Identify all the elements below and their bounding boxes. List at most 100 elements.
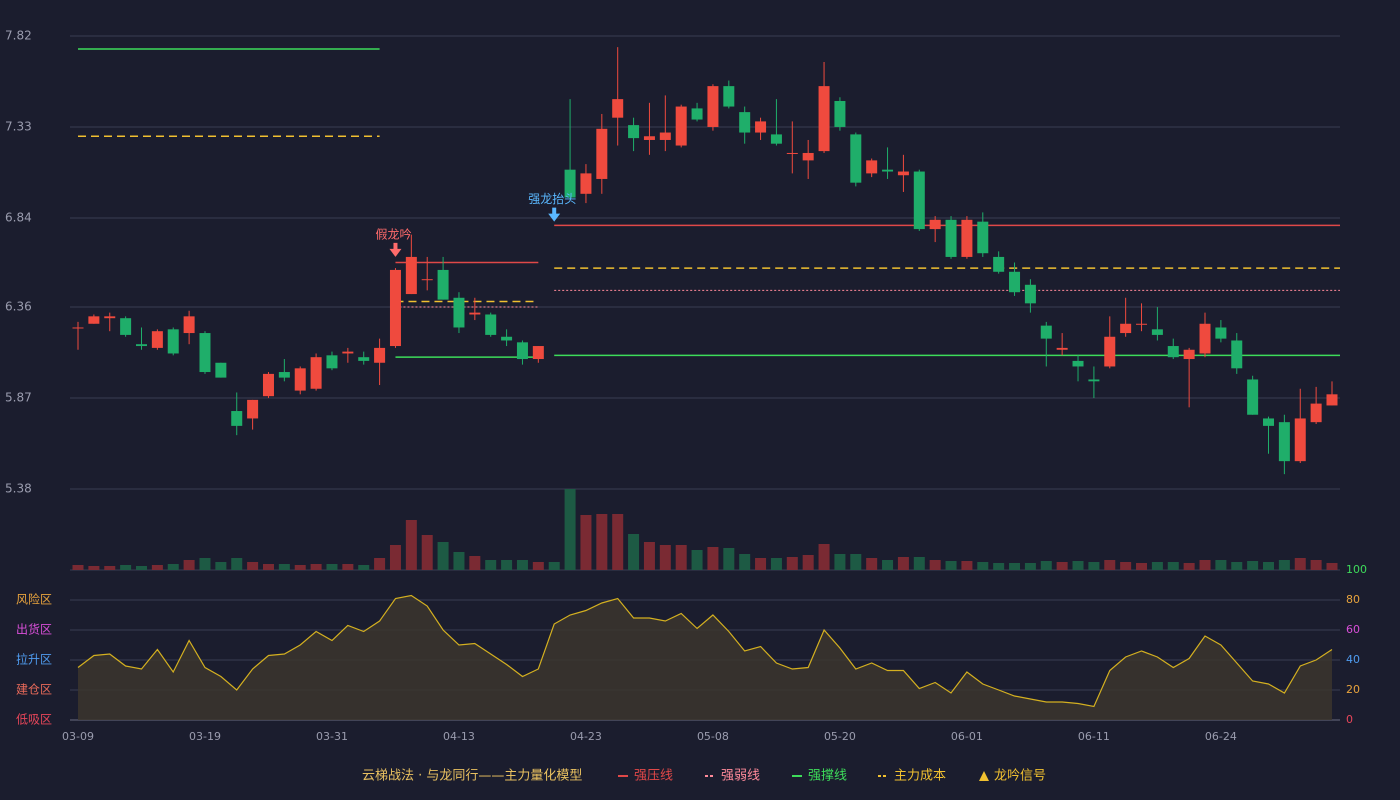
signal-label: 假龙吟 (375, 226, 411, 241)
volume-bar (548, 562, 560, 570)
y-tick-label: 6.84 (5, 210, 32, 224)
candle-body (1056, 347, 1068, 350)
legend-label: 主力成本 (894, 769, 946, 784)
candle-body (882, 169, 894, 172)
candle-body (707, 86, 719, 127)
volume-bar (1136, 563, 1148, 570)
candle-body (532, 346, 544, 360)
volume-bar (374, 558, 386, 570)
candle-body (755, 121, 767, 133)
candle-body (1167, 346, 1179, 358)
candle-body (294, 368, 306, 391)
candle-body (1199, 323, 1211, 354)
volume-bar (278, 564, 290, 570)
zone-label: 拉升区 (16, 652, 52, 667)
x-tick-label: 05-08 (697, 730, 729, 743)
x-tick-label: 06-11 (1078, 730, 1110, 743)
volume-bar (1326, 563, 1338, 570)
volume-bar (1231, 562, 1243, 570)
volume-bar (1024, 563, 1036, 570)
candle-body (326, 355, 338, 369)
volume-bar (628, 534, 640, 570)
volume-bar (866, 558, 878, 570)
candle-body (675, 106, 687, 146)
candle-body (723, 86, 735, 107)
candle-body (88, 316, 100, 324)
volume-bar (199, 558, 211, 570)
volume-bar (580, 515, 592, 570)
volume-bar (1088, 562, 1100, 570)
volume-bar (1215, 560, 1227, 570)
candle-body (389, 269, 401, 347)
candle-body (1263, 418, 1275, 426)
candle-body (961, 219, 973, 257)
osc-tick-label: 100 (1346, 563, 1367, 576)
candle-body (231, 411, 243, 426)
osc-tick-label: 80 (1346, 593, 1360, 606)
volume-bar (1056, 562, 1068, 570)
candle-body (437, 269, 449, 300)
volume-bar (961, 561, 973, 570)
volume-bar (1263, 562, 1275, 570)
candle-body (1310, 403, 1322, 423)
volume-bar (786, 557, 798, 570)
osc-tick-label: 0 (1346, 713, 1353, 726)
candle-body (897, 171, 909, 176)
candle-body (310, 357, 322, 389)
signal-label: 强龙抬头 (528, 192, 576, 206)
oscillator-area (78, 595, 1332, 720)
candle-body (1040, 325, 1052, 339)
candle-body (151, 331, 163, 348)
candle-body (516, 342, 528, 360)
volume-bar (1040, 561, 1052, 570)
candle-body (1024, 284, 1036, 304)
volume-bar (421, 535, 433, 570)
y-tick-label: 7.33 (5, 119, 32, 133)
volume-bar (231, 558, 243, 570)
candle-body (1326, 394, 1338, 406)
volume-bar (1167, 562, 1179, 570)
candle-body (358, 357, 370, 361)
oscillator-line (77, 594, 1333, 708)
candle-body (818, 86, 830, 152)
volume-bar (770, 558, 782, 570)
zone-label: 出货区 (16, 622, 52, 637)
candle-body (453, 297, 465, 328)
signal-arrow (389, 242, 402, 257)
candle-body (1278, 422, 1290, 462)
volume-bar (739, 554, 751, 570)
volume-bar (167, 564, 179, 570)
volume-bar (1278, 560, 1290, 570)
volume-bar (691, 550, 703, 570)
volume-bar (485, 560, 497, 570)
y-tick-label: 5.87 (5, 391, 32, 405)
candle-body (104, 316, 116, 319)
volume-bar (183, 560, 195, 570)
candle-body (405, 256, 417, 295)
volume-bar (977, 562, 989, 570)
candle-body (183, 316, 195, 334)
x-tick-label: 05-20 (824, 730, 856, 743)
candle-body (691, 108, 703, 120)
candle-body (580, 173, 592, 194)
osc-tick-label: 60 (1346, 623, 1360, 636)
volume-bar (135, 566, 147, 570)
legend-swatch (979, 771, 989, 781)
volume-bar (469, 556, 481, 570)
volume-bar (501, 560, 513, 570)
volume-bar (707, 547, 719, 570)
candle-body (1120, 323, 1132, 334)
volume-bar (405, 520, 417, 570)
volume-bar (755, 558, 767, 570)
candle-body (72, 327, 84, 329)
volume-bar (120, 565, 132, 570)
candle-body (1072, 360, 1084, 367)
volume-bar (913, 557, 925, 570)
volume-bar (1104, 560, 1116, 570)
candle-body (866, 160, 878, 174)
candle-body (802, 152, 814, 161)
volume-bar (993, 563, 1005, 570)
candle-body (469, 312, 481, 315)
candle-body (1088, 379, 1100, 382)
